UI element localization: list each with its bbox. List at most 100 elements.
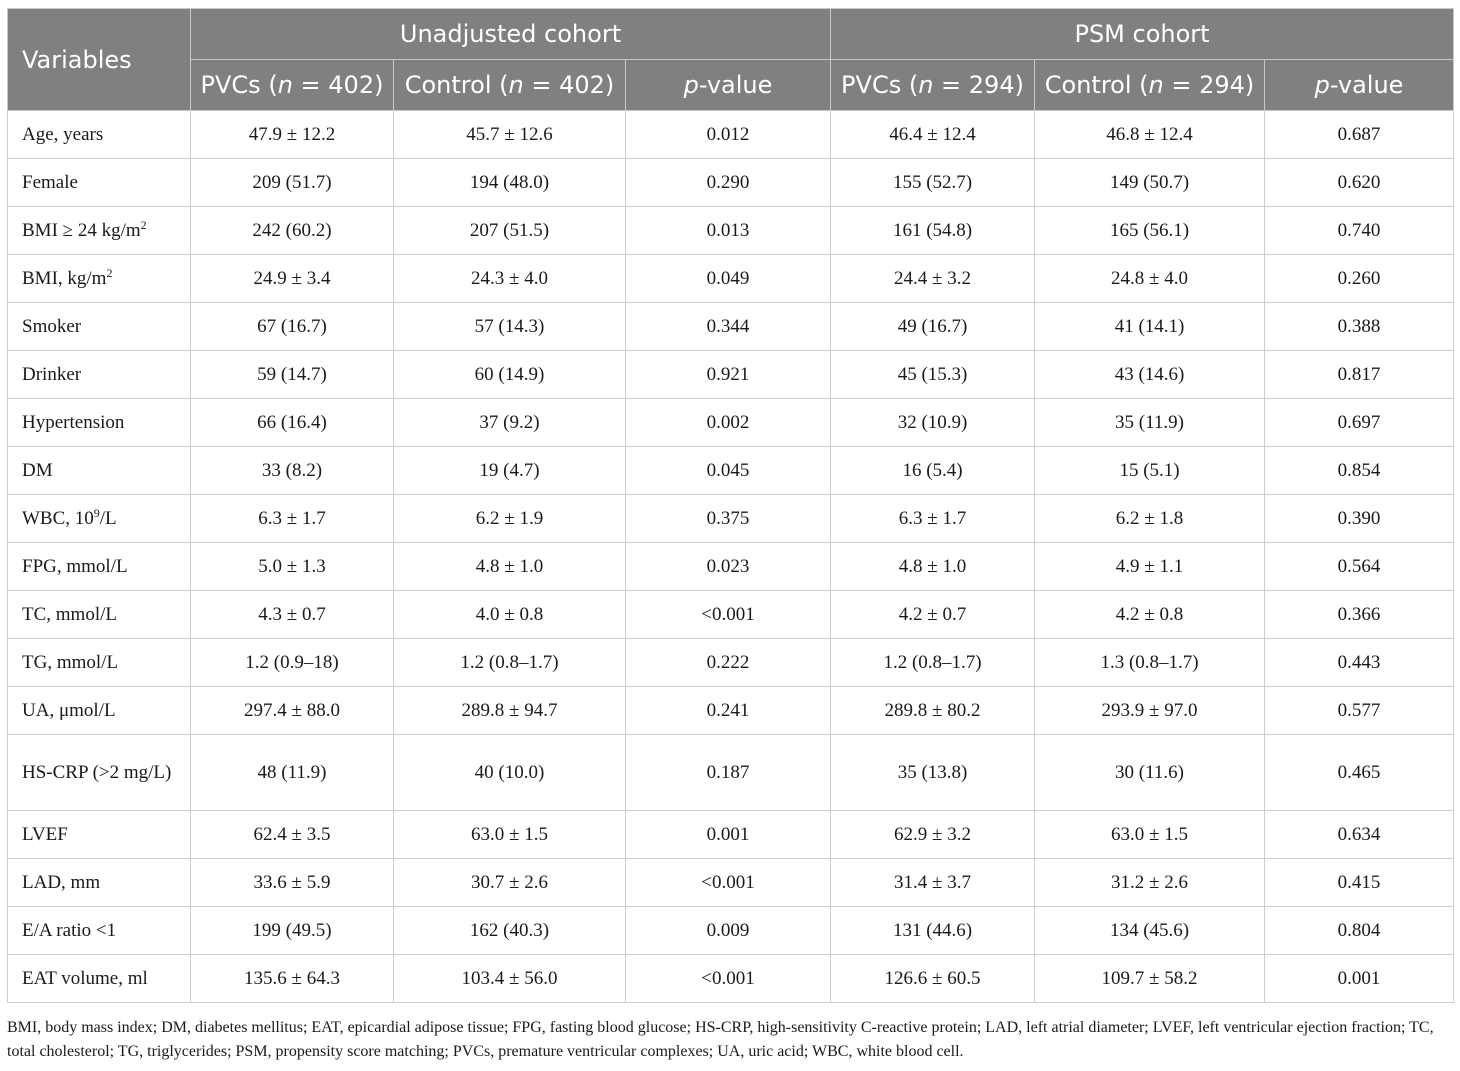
table-cell: 35 (13.8) <box>830 734 1036 811</box>
table-cell: 24.4 ± 3.2 <box>830 254 1036 303</box>
table-row: TG, mmol/L 1.2 (0.9–18) 1.2 (0.8–1.7) 0.222… <box>7 638 1455 687</box>
header-subcolumn-italic: n <box>277 71 293 99</box>
table-cell: 103.4 ± 56.0 <box>393 954 626 1003</box>
row-label: BMI ≥ 24 kg/m2 <box>7 206 191 255</box>
table-cell: 0.045 <box>624 446 832 495</box>
row-label: UA, μmol/L <box>7 686 191 735</box>
table-cell: 4.8 ± 1.0 <box>830 542 1036 591</box>
row-label-text: BMI ≥ 24 kg/m <box>22 219 141 241</box>
table-cell: 32 (10.9) <box>830 398 1036 447</box>
header-subcolumn-prefix: Control ( <box>1044 71 1149 99</box>
row-label-text: BMI, kg/m <box>22 267 107 289</box>
header-subcolumn: Control (n = 402) <box>393 59 626 111</box>
row-label: EAT volume, ml <box>7 954 191 1003</box>
row-label: Drinker <box>7 350 191 399</box>
row-label-text: Female <box>22 171 78 193</box>
table-cell: 0.620 <box>1264 158 1455 207</box>
row-label-text: Age, years <box>22 123 104 145</box>
table-row: E/A ratio <1 199 (49.5) 162 (40.3) 0.009 131… <box>7 906 1455 955</box>
row-label: TG, mmol/L <box>7 638 191 687</box>
table-cell: 35 (11.9) <box>1034 398 1266 447</box>
table-cell: <0.001 <box>624 590 832 639</box>
table-cell: 199 (49.5) <box>190 906 394 955</box>
table-cell: 1.3 (0.8–1.7) <box>1034 638 1266 687</box>
header-subcolumn-italic: n <box>508 71 524 99</box>
table-cell: 59 (14.7) <box>190 350 394 399</box>
table-cell: 15 (5.1) <box>1034 446 1266 495</box>
row-label-superscript: 9 <box>93 505 100 520</box>
row-label-text: TC, mmol/L <box>22 603 117 625</box>
table-cell: 0.921 <box>624 350 832 399</box>
table-cell: 16 (5.4) <box>830 446 1036 495</box>
table-cell: 0.241 <box>624 686 832 735</box>
table-cell: 0.023 <box>624 542 832 591</box>
table-row: Female 209 (51.7) 194 (48.0) 0.290 155 (52.7… <box>7 158 1455 207</box>
row-label: FPG, mmol/L <box>7 542 191 591</box>
table-row: TC, mmol/L 4.3 ± 0.7 4.0 ± 0.8 <0.001 4.2 ± … <box>7 590 1455 639</box>
table-cell: 0.366 <box>1264 590 1455 639</box>
header-subcolumn-suffix: = 294) <box>933 71 1024 99</box>
table-cell: 4.0 ± 0.8 <box>393 590 626 639</box>
table-cell: 0.687 <box>1264 110 1455 159</box>
table-footnote: BMI, body mass index; DM, diabetes melli… <box>7 1019 1434 1060</box>
row-label-text: Smoker <box>22 315 82 337</box>
table-cell: 135.6 ± 64.3 <box>190 954 394 1003</box>
table-row: FPG, mmol/L 5.0 ± 1.3 4.8 ± 1.0 0.023 4.8 ± … <box>7 542 1455 591</box>
table-cell: 0.390 <box>1264 494 1455 543</box>
table-cell: 209 (51.7) <box>190 158 394 207</box>
data-table-container: Variables Unadjusted cohort PSM cohort P… <box>7 8 1455 1003</box>
header-subcolumn: PVCs (n = 402) <box>190 59 394 111</box>
table-cell: 33.6 ± 5.9 <box>190 858 394 907</box>
table-row: HS-CRP (>2 mg/L) 48 (11.9) 40 (10.0) 0.187 3… <box>7 734 1455 811</box>
table-cell: 0.388 <box>1264 302 1455 351</box>
table-cell: 0.415 <box>1264 858 1455 907</box>
table-row: UA, μmol/L 297.4 ± 88.0 289.8 ± 94.7 0.241 2… <box>7 686 1455 735</box>
cohort-comparison-table: Variables Unadjusted cohort PSM cohort P… <box>7 8 1455 1003</box>
row-label-text: Hypertension <box>22 411 125 433</box>
table-cell: 0.187 <box>624 734 832 811</box>
table-cell: 0.817 <box>1264 350 1455 399</box>
table-cell: 4.9 ± 1.1 <box>1034 542 1266 591</box>
table-row: DM 33 (8.2) 19 (4.7) 0.045 16 (5.4) 15 (5.1) 0… <box>7 446 1455 495</box>
row-label-text: E/A ratio <1 <box>22 919 117 941</box>
table-cell: 155 (52.7) <box>830 158 1036 207</box>
table-cell: 45 (15.3) <box>830 350 1036 399</box>
table-cell: 165 (56.1) <box>1034 206 1266 255</box>
row-label-text: LVEF <box>22 823 68 845</box>
table-row: Drinker 59 (14.7) 60 (14.9) 0.921 45 (15.3) 4… <box>7 350 1455 399</box>
row-label: LVEF <box>7 810 191 859</box>
header-subcolumn-prefix: PVCs ( <box>841 71 919 99</box>
table-cell: 30 (11.6) <box>1034 734 1266 811</box>
table-cell: 0.443 <box>1264 638 1455 687</box>
table-cell: 31.2 ± 2.6 <box>1034 858 1266 907</box>
table-cell: 0.012 <box>624 110 832 159</box>
table-cell: 293.9 ± 97.0 <box>1034 686 1266 735</box>
table-cell: 0.344 <box>624 302 832 351</box>
table-cell: 126.6 ± 60.5 <box>830 954 1036 1003</box>
table-cell: 6.3 ± 1.7 <box>190 494 394 543</box>
table-cell: 4.2 ± 0.7 <box>830 590 1036 639</box>
table-cell: 45.7 ± 12.6 <box>393 110 626 159</box>
table-cell: 67 (16.7) <box>190 302 394 351</box>
table-cell: 242 (60.2) <box>190 206 394 255</box>
header-subcolumn-suffix: -value <box>1329 71 1404 99</box>
table-cell: 24.9 ± 3.4 <box>190 254 394 303</box>
header-group-psm: PSM cohort <box>830 8 1455 60</box>
table-row: Hypertension 66 (16.4) 37 (9.2) 0.002 32 (10… <box>7 398 1455 447</box>
table-cell: <0.001 <box>624 858 832 907</box>
row-label: Hypertension <box>7 398 191 447</box>
header-subcolumn-suffix: -value <box>698 71 773 99</box>
table-cell: 33 (8.2) <box>190 446 394 495</box>
header-subcolumns: PVCs (n = 402) Control (n = 402) p-value PV… <box>8 59 1455 111</box>
row-label: WBC, 109/L <box>7 494 191 543</box>
table-cell: 0.260 <box>1264 254 1455 303</box>
table-cell: 0.222 <box>624 638 832 687</box>
table-cell: 0.002 <box>624 398 832 447</box>
row-label-text: HS-CRP (>2 mg/L) <box>22 761 172 783</box>
table-cell: 46.4 ± 12.4 <box>830 110 1036 159</box>
table-cell: 62.9 ± 3.2 <box>830 810 1036 859</box>
header-subcolumn: p-value <box>1264 59 1455 111</box>
header-subcolumn-prefix: PVCs ( <box>200 71 278 99</box>
table-cell: 63.0 ± 1.5 <box>393 810 626 859</box>
table-cell: 5.0 ± 1.3 <box>190 542 394 591</box>
